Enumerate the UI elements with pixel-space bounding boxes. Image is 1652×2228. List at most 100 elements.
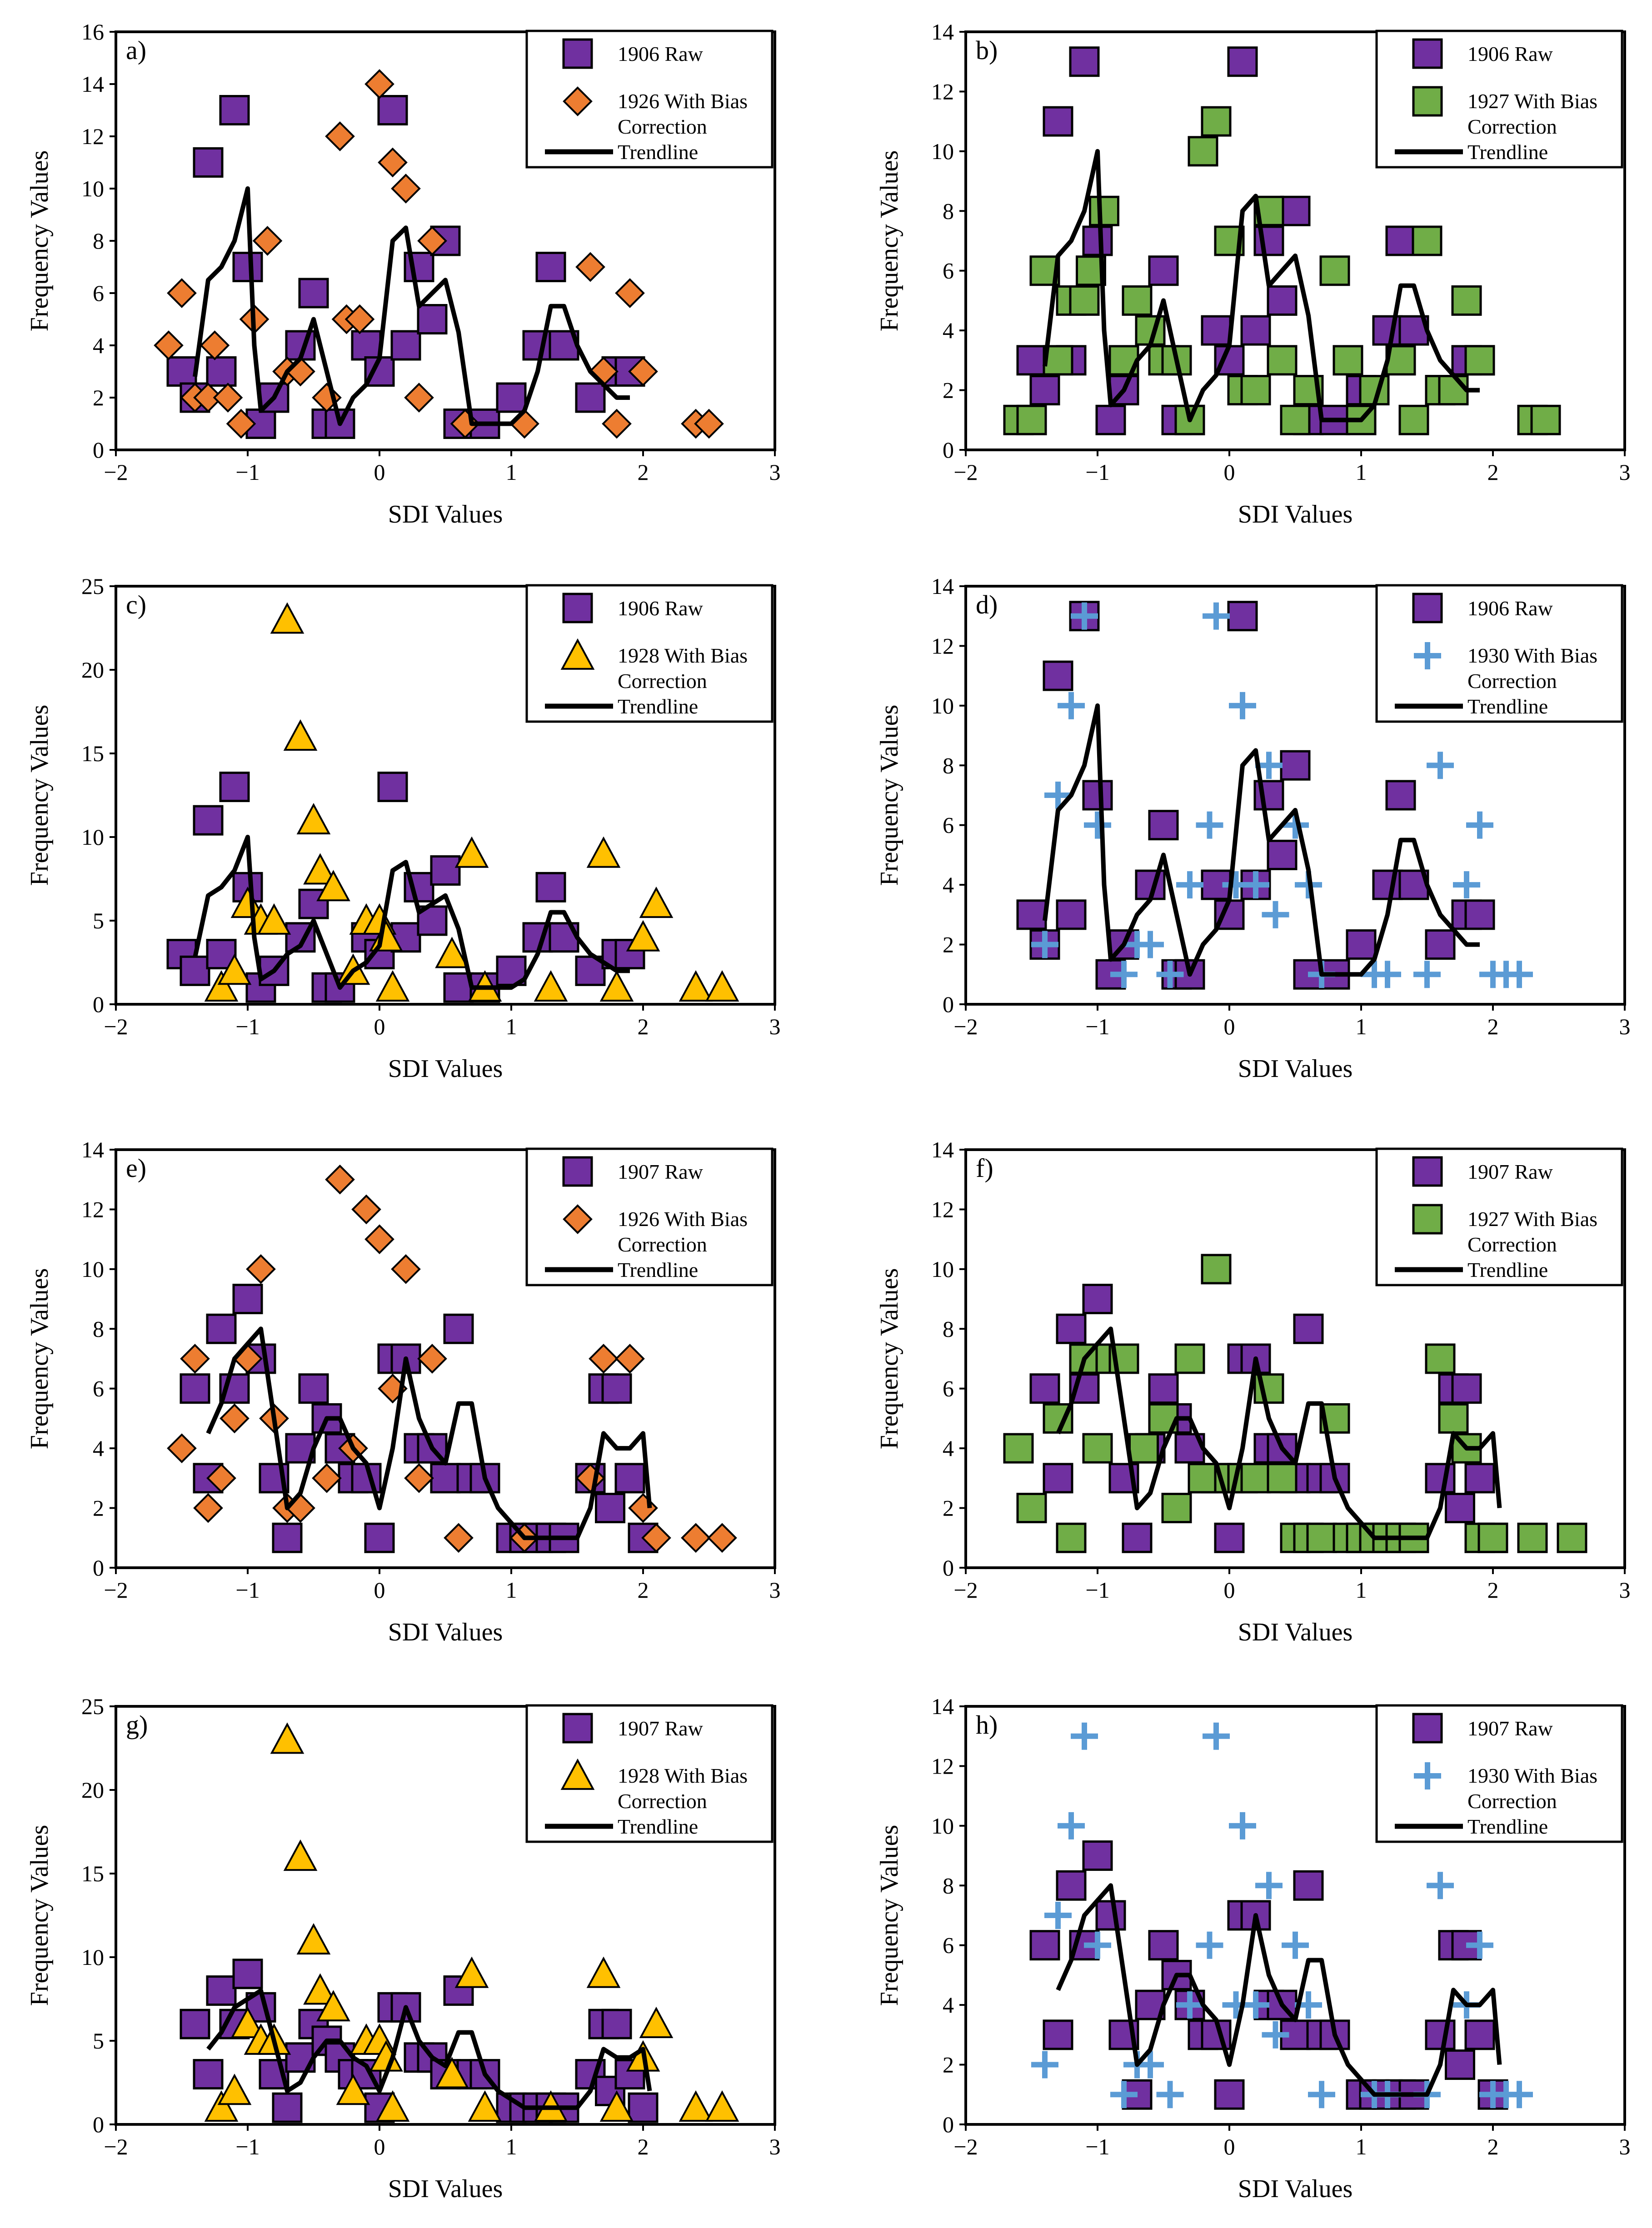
raw-point <box>1445 1493 1475 1524</box>
legend-trend-label: Trendline <box>1467 140 1548 164</box>
corrected-point <box>468 2090 502 2122</box>
raw-point <box>180 1373 210 1404</box>
y-tick-label: 4 <box>943 1992 954 2018</box>
corrected-point <box>1003 1433 1034 1464</box>
x-tick-label: 2 <box>638 2134 649 2159</box>
y-tick-label: 14 <box>931 1137 954 1162</box>
corrected-point <box>586 1956 621 1988</box>
corrected-point <box>1477 1522 1508 1553</box>
raw-point <box>180 955 210 986</box>
y-tick-label: 14 <box>81 71 104 97</box>
x-tick-label: 1 <box>1356 459 1367 485</box>
x-tick-label: −1 <box>235 459 260 485</box>
corrected-point <box>575 252 605 282</box>
x-tick-label: 3 <box>769 2134 781 2159</box>
x-tick-label: 2 <box>1487 459 1499 485</box>
y-tick-label: 10 <box>931 139 954 164</box>
y-tick-label: 2 <box>93 385 104 410</box>
x-tick-label: 1 <box>506 1014 517 1039</box>
x-tick-label: 0 <box>1224 2134 1235 2159</box>
y-tick-label: 5 <box>93 908 104 933</box>
raw-point <box>1253 225 1284 256</box>
y-tick-label: 12 <box>931 633 954 658</box>
corrected-point <box>435 937 469 968</box>
corrected-point <box>1438 1403 1469 1434</box>
corrected-point <box>1203 1722 1230 1750</box>
corrected-point <box>626 920 660 952</box>
legend-raw-marker <box>1412 593 1443 623</box>
corrected-point <box>1044 1902 1072 1929</box>
raw-point <box>1029 375 1060 406</box>
corrected-point <box>1174 404 1205 435</box>
corrected-point <box>1176 1991 1203 2019</box>
raw-point <box>1122 1522 1153 1553</box>
legend-corrected-label: 1927 With Bias <box>1467 90 1597 113</box>
corrected-point <box>154 330 184 360</box>
raw-point <box>614 1463 645 1494</box>
raw-point <box>1029 1930 1060 1961</box>
y-tick-label: 6 <box>943 258 954 284</box>
raw-point <box>1148 255 1179 286</box>
y-tick-label: 6 <box>943 1933 954 1958</box>
corrected-point <box>316 870 350 902</box>
y-tick-label: 8 <box>943 1316 954 1341</box>
raw-point <box>1253 780 1284 811</box>
panel-label: h) <box>976 1710 998 1740</box>
raw-point <box>1148 810 1179 841</box>
raw-point <box>1451 1373 1482 1404</box>
corrected-point <box>435 2057 469 2088</box>
corrected-point <box>1506 961 1533 988</box>
x-tick-label: −2 <box>104 1014 128 1039</box>
corrected-point <box>1188 136 1218 167</box>
legend-raw-marker <box>1412 1713 1443 1744</box>
corrected-point <box>325 1164 355 1195</box>
legend-trend-label: Trendline <box>1467 1815 1548 1838</box>
y-tick-label: 12 <box>931 1196 954 1222</box>
legend-raw-label: 1906 Raw <box>618 597 704 620</box>
corrected-point <box>1176 871 1203 899</box>
raw-point <box>1385 225 1416 256</box>
y-axis-label: Frequency Values <box>875 150 903 332</box>
raw-point <box>595 1493 625 1524</box>
y-tick-label: 0 <box>93 437 104 463</box>
corrected-point <box>1262 2021 1289 2049</box>
corrected-point <box>1031 931 1058 958</box>
corrected-point <box>1084 811 1111 839</box>
legend-raw-label: 1907 Raw <box>618 1160 704 1183</box>
corrected-point <box>1255 1872 1283 1899</box>
raw-point <box>1082 1284 1113 1315</box>
corrected-point <box>1306 1522 1337 1553</box>
raw-point <box>1385 780 1416 811</box>
corrected-point <box>206 1463 236 1493</box>
corrected-point <box>193 1493 223 1523</box>
x-tick-label: −1 <box>1085 2134 1109 2159</box>
corrected-point <box>1203 602 1230 630</box>
x-tick-label: −2 <box>104 459 128 485</box>
x-axis-label: SDI Values <box>388 500 503 528</box>
y-tick-label: 10 <box>81 1256 104 1282</box>
corrected-point <box>1201 1254 1232 1285</box>
corrected-point <box>1161 1493 1192 1524</box>
trendline <box>193 835 630 990</box>
corrected-point <box>1196 1931 1223 1959</box>
x-axis-label: SDI Values <box>1238 2175 1353 2203</box>
corrected-point <box>1201 106 1232 137</box>
raw-point <box>1148 1930 1179 1961</box>
corrected-point <box>167 278 197 308</box>
corrected-point <box>1517 1522 1548 1553</box>
legend-raw-label: 1907 Raw <box>1467 1160 1553 1183</box>
panel-label: d) <box>976 590 998 619</box>
corrected-point <box>270 602 304 634</box>
raw-point <box>206 1313 237 1344</box>
legend-corrected-label: 1926 With Bias <box>618 1207 748 1231</box>
x-tick-label: 2 <box>638 459 649 485</box>
x-tick-label: 0 <box>374 459 385 485</box>
y-axis-label: Frequency Values <box>875 705 903 886</box>
raw-point <box>1095 404 1126 435</box>
legend-corrected-label-cont: Correction <box>1467 1789 1557 1813</box>
corrected-point <box>391 174 421 204</box>
corrected-point <box>344 304 375 334</box>
corrected-point <box>1058 1812 1085 1839</box>
